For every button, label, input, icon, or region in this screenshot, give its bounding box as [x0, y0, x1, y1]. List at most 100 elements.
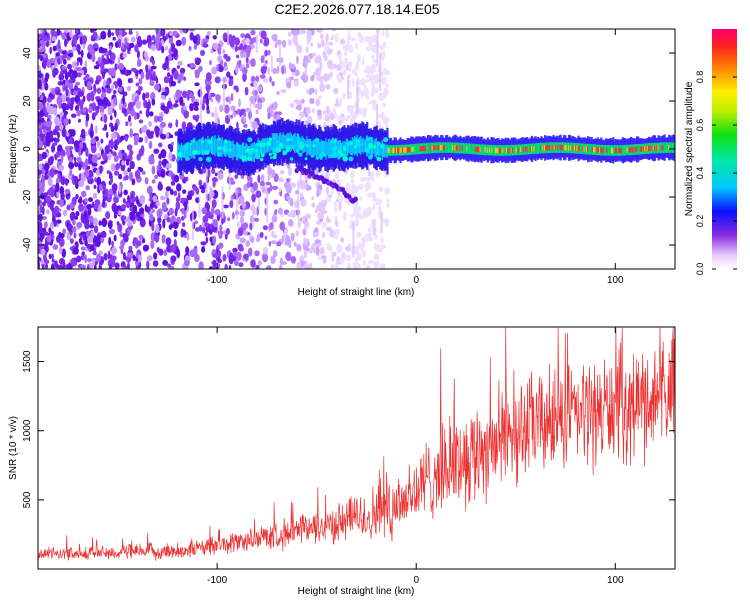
band-inner: [271, 133, 274, 155]
noise-speck: [317, 95, 323, 100]
noise-speck: [311, 243, 317, 252]
band-peak: [475, 146, 479, 152]
noise-speck: [128, 171, 134, 181]
noise-speck: [311, 74, 314, 81]
band-inner: [604, 145, 608, 156]
noise-speck: [217, 65, 224, 73]
noise-speck: [223, 204, 229, 209]
band-inner: [286, 134, 289, 150]
noise-speck: [308, 30, 312, 35]
noise-speck: [175, 39, 182, 47]
band-blob: [287, 144, 291, 148]
band-blob: [295, 149, 299, 153]
band-inner: [638, 144, 641, 155]
noise-speck: [176, 248, 181, 259]
noise-speck: [371, 81, 376, 90]
noise-speck: [329, 112, 335, 121]
noise-speck: [246, 181, 251, 188]
band-inner: [363, 139, 366, 152]
noise-speck: [253, 80, 258, 88]
noise-speck: [57, 131, 60, 139]
noise-speck: [211, 168, 216, 174]
noise-speck: [224, 263, 228, 269]
noise-speck: [117, 78, 123, 88]
band-inner: [415, 143, 418, 155]
noise-speck: [271, 240, 277, 245]
noise-speck: [291, 72, 296, 76]
noise-speck: [244, 86, 249, 96]
noise-speck: [56, 219, 62, 224]
noise-speck: [194, 69, 201, 75]
noise-speck: [85, 185, 90, 191]
band-blob: [185, 156, 190, 161]
band-inner: [385, 144, 388, 158]
noise-speck: [94, 125, 98, 134]
noise-speck: [173, 103, 179, 108]
noise-speck: [279, 257, 284, 266]
band-inner: [625, 144, 628, 156]
noise-speck: [107, 29, 112, 38]
noise-speck: [333, 206, 338, 214]
band-inner: [283, 134, 286, 150]
band-inner: [337, 140, 340, 160]
band-inner: [480, 144, 483, 155]
noise-speck: [286, 178, 290, 183]
noise-speck: [162, 259, 169, 266]
noise-speck: [219, 104, 224, 113]
band-blob: [260, 153, 265, 158]
noise-speck: [64, 71, 69, 81]
noise-speck: [145, 92, 150, 99]
noise-speck: [86, 80, 92, 91]
noise-speck: [335, 99, 339, 107]
noise-speck: [152, 260, 159, 267]
noise-speck: [162, 63, 168, 70]
noise-speck: [91, 201, 95, 208]
noise-speck: [170, 80, 177, 87]
band-inner: [613, 145, 616, 156]
band-inner: [590, 144, 593, 155]
noise-speck: [83, 210, 88, 220]
noise-speck: [337, 194, 344, 204]
noise-speck: [290, 232, 295, 242]
noise-speck: [307, 115, 313, 123]
noise-speck: [84, 198, 88, 203]
band-blob: [276, 140, 279, 144]
noise-speck: [129, 149, 134, 156]
noise-speck: [128, 42, 135, 49]
band-blob: [305, 144, 309, 148]
band-inner: [427, 142, 430, 154]
noise-speck: [192, 185, 198, 192]
noise-speck: [75, 66, 82, 72]
noise-speck: [285, 77, 290, 83]
noise-speck: [239, 110, 243, 118]
band-blob: [192, 149, 198, 155]
noise-speck: [144, 204, 148, 212]
noise-speck: [167, 72, 171, 77]
noise-speck: [58, 232, 62, 237]
noise-speck: [259, 231, 264, 238]
band-inner: [417, 143, 420, 155]
noise-speck: [75, 105, 79, 112]
noise-streak: [216, 113, 219, 133]
band-blob: [290, 137, 294, 141]
noise-speck: [129, 121, 132, 127]
noise-speck: [333, 201, 338, 208]
band-inner: [201, 137, 204, 155]
band-blob: [261, 142, 265, 146]
band-blob: [380, 144, 385, 149]
noise-speck: [75, 193, 79, 200]
noise-speck: [290, 102, 295, 108]
band-inner: [226, 142, 229, 155]
noise-speck: [356, 232, 362, 238]
noise-speck: [234, 259, 239, 266]
noise-speck: [136, 50, 140, 59]
noise-speck: [260, 55, 265, 64]
noise-speck: [211, 112, 215, 118]
noise-speck: [84, 254, 88, 264]
noise-speck: [79, 264, 87, 269]
noise-speck: [130, 36, 136, 43]
noise-speck: [126, 144, 133, 151]
noise-speck: [120, 239, 125, 246]
noise-speck: [91, 29, 98, 32]
snr-ylabel: SNR (10 * v/v): [8, 416, 19, 480]
